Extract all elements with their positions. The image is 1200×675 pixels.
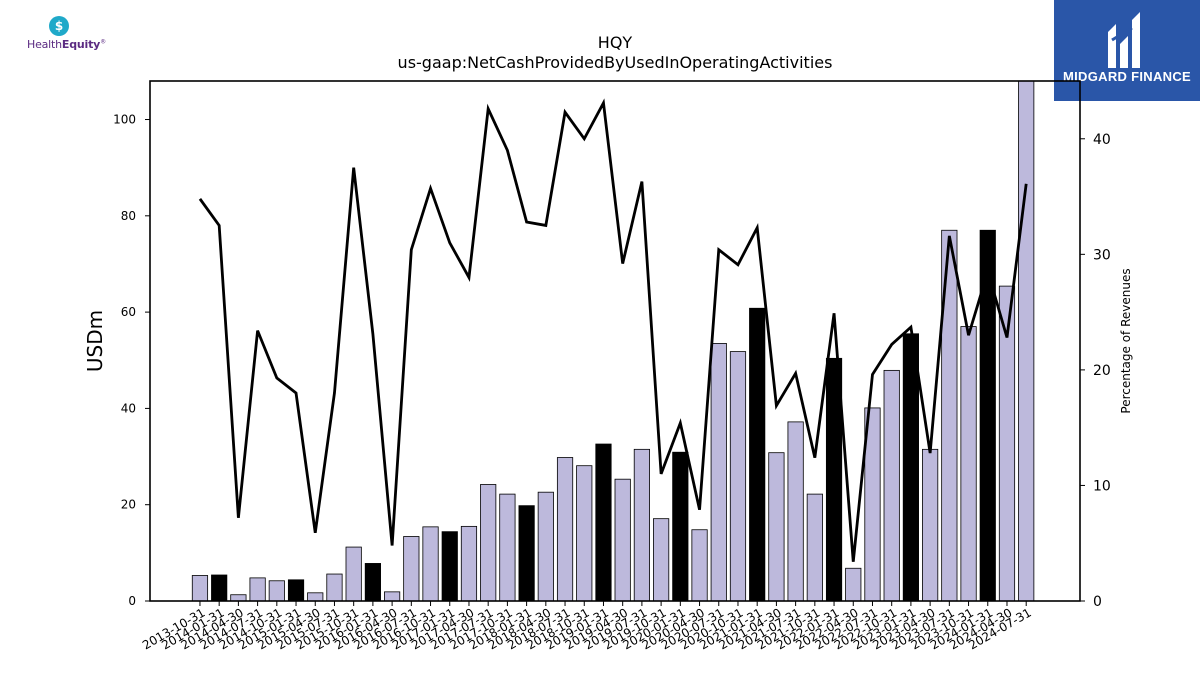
line-path [198,98,1028,562]
bar [595,443,612,602]
bar [537,491,554,602]
bar [384,591,401,602]
bar [710,343,727,602]
bar [633,448,650,602]
y-tick-label: 100 [113,113,136,127]
bar [922,448,939,602]
bar [729,351,747,602]
axes: 0204060801000102030402013-10-312014-01-3… [113,80,1111,652]
y-tick-label: 0 [128,594,136,608]
dollar-shield-icon: $ [49,16,69,36]
y-tick-label: 80 [121,209,136,223]
chart-title: HQY [598,33,633,52]
bar [614,478,631,602]
bar-series [191,80,1035,602]
y2-tick-label: 0 [1093,594,1102,610]
bar [345,546,362,602]
bar [403,536,420,602]
bar [191,575,209,602]
bar [249,577,266,602]
healthequity-logo: $ HealthEquity® [22,14,106,54]
midgard-finance-logo: MIDGARD FINANCE [1054,0,1200,101]
healthequity-wordmark: HealthEquity® [27,38,106,51]
y-tick-label: 60 [121,305,136,319]
bar [480,484,497,602]
bar [576,465,593,602]
bar [787,421,804,602]
y-axis-label: USDm [83,310,107,372]
bar [441,531,458,602]
bar [230,594,247,602]
bar [307,592,324,602]
bar [845,567,862,602]
bar [768,452,785,602]
bar [211,574,228,602]
bar [422,526,439,602]
bar [806,493,823,602]
bar [960,326,977,602]
midgard-finance-wordmark: MIDGARD FINANCE [1063,69,1191,84]
bar [460,525,478,602]
bar [672,451,689,602]
y2-tick-label: 10 [1093,478,1111,494]
bar [364,563,381,602]
y2-tick-label: 20 [1093,363,1111,379]
bar [268,580,285,602]
bar [287,579,305,602]
plot-frame [149,80,1081,602]
bar [883,369,900,602]
y2-axis-label: Percentage of Revenues [1119,268,1133,413]
bar [326,573,343,602]
bar [749,307,766,602]
bar [556,457,574,602]
bar [499,493,516,602]
bar [653,518,670,602]
y2-tick-label: 40 [1093,132,1111,148]
bar [518,505,535,602]
bar [1018,80,1035,602]
chart-subtitle: us-gaap:NetCashProvidedByUsedInOperating… [398,53,833,72]
bar [691,529,708,602]
midgard-m-icon [1108,12,1140,68]
y-tick-label: 20 [121,498,136,512]
bar [902,333,919,602]
line-series [198,98,1028,562]
y-tick-label: 40 [121,401,136,415]
y2-tick-label: 30 [1093,247,1111,263]
